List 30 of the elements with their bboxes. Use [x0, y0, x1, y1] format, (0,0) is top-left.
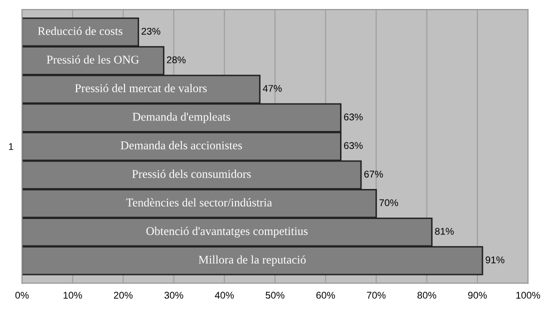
- x-tick-label: 30%: [164, 292, 184, 299]
- data-label: 70%: [379, 199, 398, 206]
- data-label: 91%: [486, 256, 504, 264]
- series-label: Demanda dels accionistes: [120, 141, 242, 150]
- x-tick-label: 20%: [114, 292, 133, 299]
- data-label: 47%: [262, 85, 282, 92]
- data-label: 67%: [364, 170, 383, 178]
- y-tick-label: 1: [9, 143, 14, 150]
- x-tick-label: 90%: [468, 292, 487, 299]
- data-label: 23%: [142, 28, 160, 35]
- x-tick-label: 0%: [15, 292, 29, 299]
- series-label: Obtenció d'avantatges competitius: [146, 226, 308, 238]
- x-tick-label: 10%: [64, 292, 82, 299]
- data-label: 28%: [166, 56, 186, 64]
- data-label: 63%: [344, 114, 363, 120]
- x-tick-label: 100%: [516, 292, 540, 299]
- x-tick-label: 60%: [316, 292, 335, 299]
- series-label: Pressió del mercat de valors: [75, 84, 207, 92]
- series-label: Reducció de costs: [38, 26, 122, 36]
- series-label: Millora de la reputació: [198, 255, 306, 266]
- x-tick-label: 50%: [266, 292, 284, 299]
- series-label: Pressió de les ONG: [46, 55, 139, 64]
- x-tick-label: 40%: [214, 292, 234, 299]
- data-label: 63%: [344, 142, 363, 150]
- series-label: Tendències del sector/indústria: [126, 198, 272, 207]
- x-tick-label: 80%: [417, 292, 436, 299]
- data-label: 81%: [435, 228, 454, 235]
- series-label: Pressió dels consumidors: [132, 170, 251, 178]
- series-label: Demanda d'empleats: [132, 112, 230, 124]
- x-tick-label: 70%: [366, 292, 386, 299]
